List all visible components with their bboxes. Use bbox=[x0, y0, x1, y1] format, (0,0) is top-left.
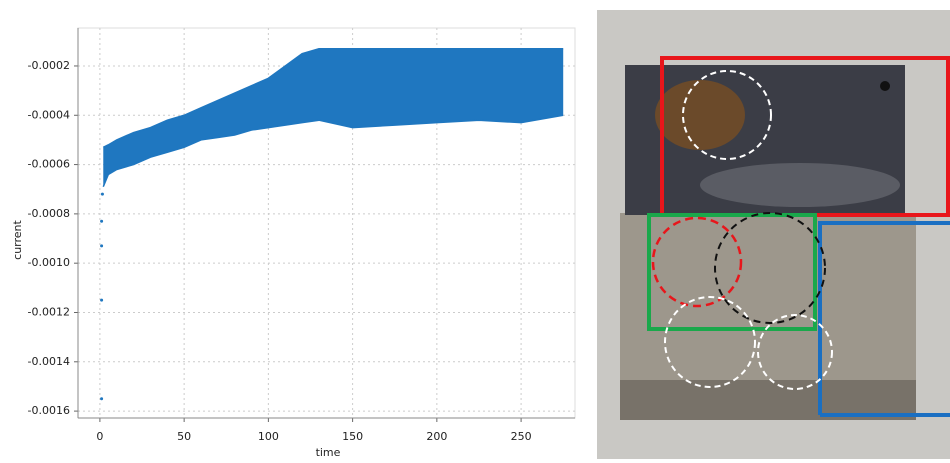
x-tick-label: 0 bbox=[96, 430, 103, 443]
point bbox=[100, 298, 104, 302]
y-tick-label: -0.0014 bbox=[28, 355, 70, 368]
x-tick-label: 150 bbox=[342, 430, 363, 443]
plot: -0.0002 -0.0004 -0.0006 -0.0008 -0.0010 -0.00… bbox=[28, 27, 576, 443]
y-tick-label: -0.0002 bbox=[28, 59, 70, 72]
x-tick-label: 200 bbox=[426, 430, 447, 443]
x-tick-label: 250 bbox=[511, 430, 532, 443]
blue-box bbox=[818, 221, 950, 415]
point bbox=[100, 219, 104, 223]
green-box bbox=[647, 213, 817, 331]
x-tick-label: 100 bbox=[258, 430, 279, 443]
circle bbox=[651, 216, 743, 308]
band-edge bbox=[102, 114, 564, 188]
circle bbox=[664, 296, 756, 388]
x-tick-label: 50 bbox=[177, 430, 191, 443]
x-axis-label: time bbox=[316, 446, 341, 459]
y-tick-label: -0.0010 bbox=[28, 256, 70, 269]
y-tick-label: -0.0016 bbox=[28, 404, 70, 417]
y-tick-label: -0.0012 bbox=[28, 305, 70, 318]
y-axis-label: current bbox=[11, 219, 24, 259]
circle bbox=[714, 212, 826, 324]
band-fill bbox=[103, 48, 564, 187]
circle bbox=[682, 70, 772, 160]
point bbox=[100, 244, 104, 248]
circle bbox=[757, 314, 833, 390]
y-tick-label: -0.0008 bbox=[28, 207, 70, 220]
stain bbox=[655, 80, 745, 150]
hole bbox=[880, 81, 890, 91]
band-edge bbox=[102, 47, 564, 148]
photo bbox=[597, 10, 950, 459]
y-tick-label: -0.0004 bbox=[28, 108, 70, 121]
point bbox=[100, 397, 104, 401]
residue bbox=[700, 163, 900, 207]
point bbox=[100, 192, 104, 196]
y-tick-label: -0.0006 bbox=[28, 158, 70, 171]
